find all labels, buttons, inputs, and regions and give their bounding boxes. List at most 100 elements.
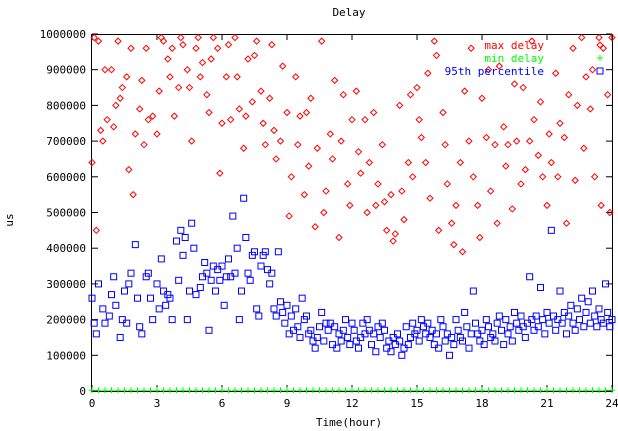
data-point [396,337,404,345]
data-point [580,323,588,331]
y-tick-label: 400000 [46,242,86,255]
data-point [560,308,568,316]
data-point [274,248,282,256]
data-point [389,333,397,341]
data-point [307,326,315,334]
data-point [160,387,167,394]
data-point [292,305,300,313]
data-point [290,326,297,334]
data-point [233,73,241,81]
data-point [428,326,436,334]
data-point [456,333,464,341]
data-point [597,316,605,324]
data-point [368,341,375,349]
data-point [498,387,505,394]
data-point [433,387,440,394]
data-point [115,387,121,394]
data-point [246,276,254,284]
data-point [378,319,386,327]
data-point [427,387,433,394]
data-point [110,273,118,281]
data-point [552,326,560,334]
data-point [265,94,274,102]
data-point [296,112,304,120]
data-point [381,326,388,334]
data-point [177,33,185,42]
data-point [317,37,326,45]
data-point [515,326,523,334]
data-point [570,387,576,394]
data-point [439,323,447,331]
data-point [512,137,521,145]
data-point [231,33,239,42]
data-point [602,387,609,394]
data-point [88,158,96,167]
data-point [528,37,536,45]
data-point [242,233,250,241]
data-point [192,291,200,299]
data-point [337,337,345,345]
data-point [339,90,348,99]
data-point [103,115,111,124]
data-point [374,180,382,188]
data-point [136,323,144,331]
y-tick-label: 300000 [46,278,86,291]
data-point [426,194,434,202]
x-axis: 0 3 6 9 12 15 18 21 24 [89,34,618,410]
data-point [538,173,547,181]
data-point [331,323,339,331]
y-tick-label: 600000 [46,171,86,184]
data-point [394,330,401,338]
data-point [473,201,482,210]
y-tick-label: 900000 [46,64,86,77]
data-point [534,151,543,160]
data-point [526,273,534,281]
y-tick-label: 700000 [46,135,86,148]
y-tick-label: 1000000 [40,28,86,41]
data-point [300,190,309,199]
data-point [304,162,313,170]
data-point [245,387,251,394]
data-point [456,158,465,167]
data-point [582,308,590,316]
data-point [109,123,118,131]
data-point [599,319,607,327]
data-point [539,316,547,324]
data-point [90,319,98,327]
data-point [404,158,413,167]
data-point [395,101,404,110]
data-point [88,294,96,302]
data-point [283,108,291,117]
data-point [348,115,356,124]
data-point [465,344,473,352]
data-point [372,201,380,210]
data-point [220,301,228,309]
data-point [229,212,237,220]
data-point [138,330,146,338]
data-point [316,387,323,394]
data-point [387,348,395,356]
data-point [352,337,360,345]
data-point [297,387,303,394]
data-point [573,101,582,110]
data-point [277,298,284,306]
data-point [388,387,394,394]
data-point [350,326,358,334]
data-point [222,73,231,81]
data-point [576,387,583,394]
data-point [108,387,115,394]
y-axis: 0 100000 200000 300000 400000 500000 600000 700… [40,28,612,398]
data-point [505,387,511,394]
data-point [394,387,401,394]
data-point [294,323,302,331]
data-point [479,387,485,394]
data-point [316,323,323,331]
data-point [467,330,475,338]
data-point [446,387,453,394]
data-point [216,276,224,284]
data-point [336,387,342,394]
data-point [294,140,302,149]
data-point [560,133,569,142]
data-point [563,330,570,338]
data-point [168,44,176,52]
